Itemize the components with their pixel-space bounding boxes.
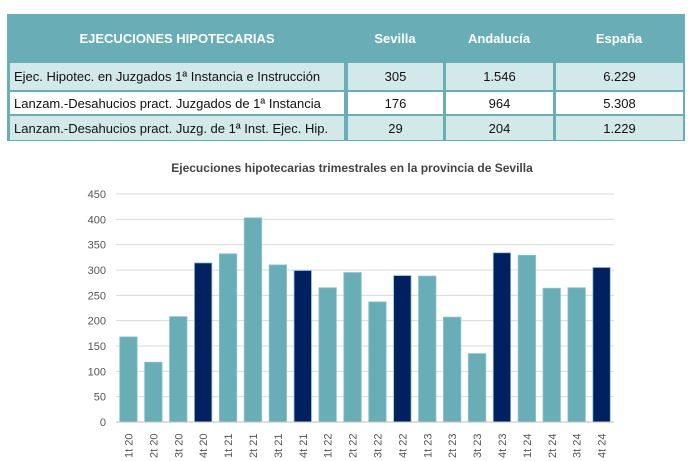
- x-tick-label: 2t 21: [248, 434, 260, 458]
- bar: [467, 353, 487, 423]
- x-tick-label: 3t 22: [372, 434, 384, 458]
- table-cell: 6.229: [556, 63, 683, 90]
- y-tick-label: 450: [88, 189, 106, 201]
- x-tick-label: 2t 23: [447, 434, 459, 458]
- x-tick-label: 4t 21: [298, 434, 310, 458]
- x-tick-label: 1t 23: [422, 434, 434, 458]
- y-tick-label: 50: [94, 392, 106, 404]
- y-tick-label: 250: [88, 290, 106, 302]
- x-tick-label: 3t 20: [173, 434, 185, 458]
- bar: [592, 267, 611, 423]
- bar: [293, 270, 312, 423]
- x-tick-label: 3t 24: [572, 434, 584, 458]
- table-cell: 1.229: [556, 116, 683, 140]
- bar-chart: Ejecuciones hipotecarias trimestrales en…: [88, 161, 614, 458]
- x-tick-label: 3t 21: [273, 434, 285, 458]
- table-cell: 964: [446, 92, 553, 114]
- bar: [517, 254, 536, 423]
- x-tick-label: 1t 22: [323, 434, 335, 458]
- header-andalucia: Andalucía: [467, 30, 531, 46]
- y-tick-label: 200: [88, 316, 106, 328]
- bar: [194, 262, 213, 423]
- bar: [492, 252, 512, 423]
- table-cell: 176: [348, 92, 443, 114]
- x-tick-label: 4t 22: [397, 434, 409, 458]
- bar: [243, 217, 263, 423]
- chart-title: Ejecuciones hipotecarias trimestrales en…: [171, 161, 533, 175]
- bar: [169, 316, 188, 423]
- bar: [343, 272, 362, 423]
- row-label: Lanzam.-Desahucios pract. Juzgados de 1ª…: [10, 92, 344, 114]
- bar: [119, 336, 138, 423]
- y-tick-label: 150: [88, 341, 106, 353]
- y-tick-label: 300: [88, 265, 106, 277]
- x-tick-label: 2t 20: [148, 434, 160, 458]
- table-cell: 204: [446, 116, 553, 140]
- x-tick-label: 3t 23: [472, 434, 484, 458]
- row-label: Lanzam.-Desahucios pract. Juzg. de 1ª In…: [10, 116, 344, 140]
- bar: [218, 253, 238, 423]
- y-tick-label: 350: [88, 240, 106, 252]
- table-cell: 29: [348, 116, 443, 140]
- bar: [418, 275, 437, 423]
- table-cell: 5.308: [556, 92, 683, 114]
- x-tick-label: 1t 20: [123, 434, 135, 458]
- x-tick-label: 2t 22: [348, 434, 360, 458]
- y-tick-label: 100: [88, 366, 106, 378]
- table-cell: 1.546: [446, 63, 553, 90]
- bar: [542, 287, 561, 423]
- y-tick-label: 400: [88, 214, 106, 226]
- bar: [318, 287, 337, 423]
- bar: [144, 361, 163, 423]
- x-tick-label: 1t 21: [223, 434, 235, 458]
- data-table: EJECUCIONES HIPOTECARIAS Sevilla Andaluc…: [7, 14, 685, 141]
- x-tick-label: 4t 20: [198, 434, 210, 458]
- y-tick-label: 0: [100, 417, 106, 429]
- row-label: Ejec. Hipotec. en Juzgados 1ª Instancia …: [10, 63, 344, 90]
- table-cell: 305: [348, 63, 443, 90]
- header-sevilla: Sevilla: [374, 30, 416, 46]
- x-tick-label: 1t 24: [522, 434, 534, 458]
- bar: [443, 316, 462, 423]
- x-tick-label: 4t 24: [597, 434, 609, 458]
- x-tick-label: 4t 23: [497, 434, 509, 458]
- bar: [393, 275, 412, 423]
- header-title: EJECUCIONES HIPOTECARIAS: [79, 30, 275, 46]
- x-tick-label: 2t 24: [547, 434, 559, 458]
- header-espana: España: [595, 30, 643, 46]
- bar: [567, 287, 586, 423]
- bar: [268, 264, 287, 423]
- bar: [368, 301, 387, 423]
